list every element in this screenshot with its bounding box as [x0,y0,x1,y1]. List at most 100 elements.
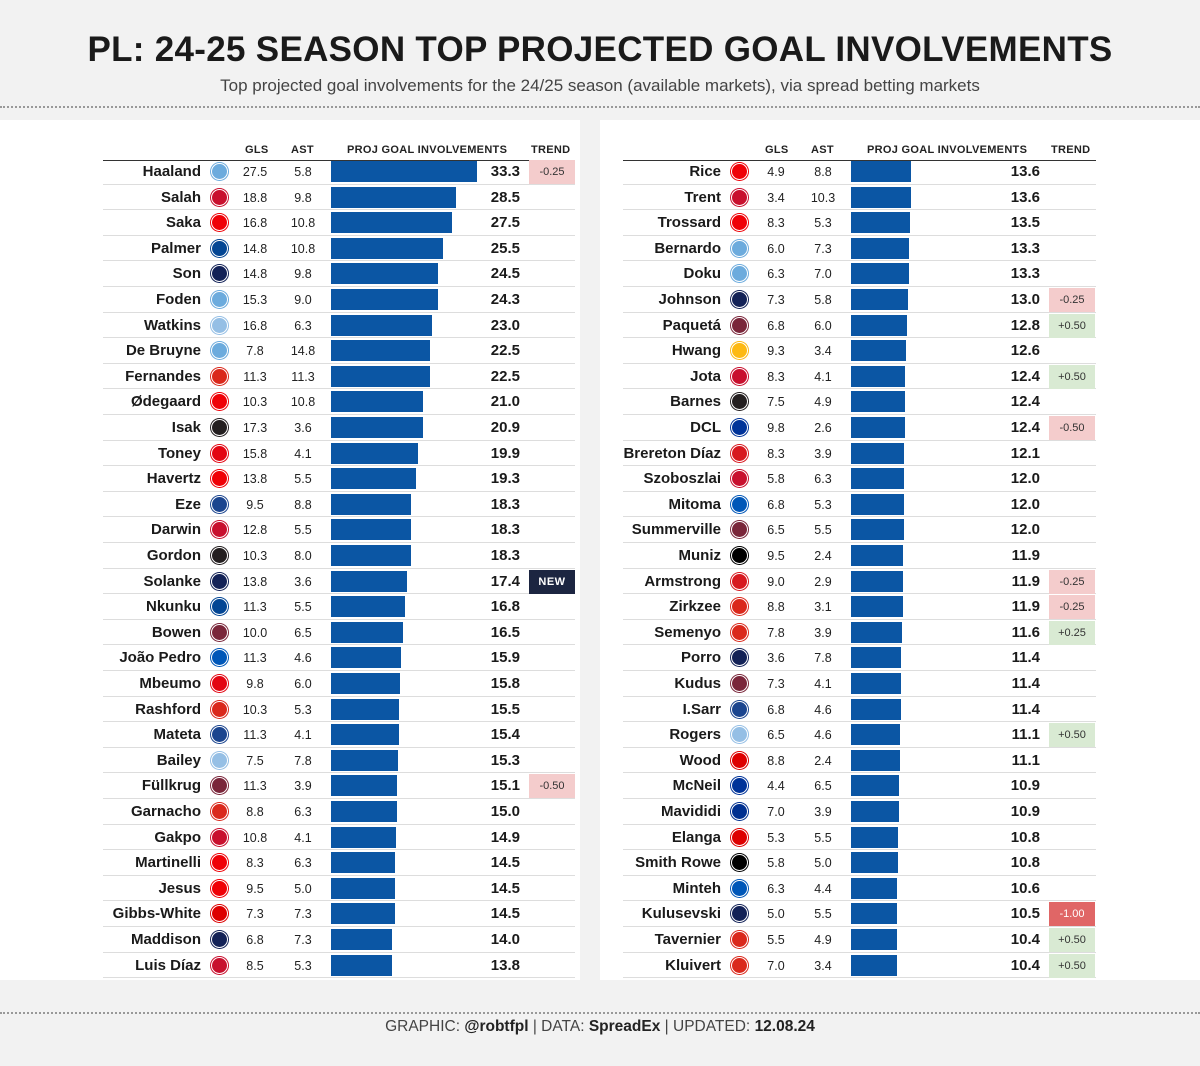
assists-value: 5.5 [294,600,312,615]
player-name: Hwang [671,342,721,360]
table-row: Solanke 13.8 3.6 17.4 NEW [0,569,580,595]
table-row: Watkins 16.8 6.3 23.0 [0,313,580,339]
row-divider [623,644,1096,646]
table-row: DCL 9.8 2.6 12.4 -0.50 [600,415,1200,441]
proj-value-label: 14.5 [490,854,520,872]
player-name: Son [172,265,201,283]
player-name: Mbeumo [139,675,201,692]
row-divider [103,285,575,287]
proj-bar [851,903,898,925]
row-divider [103,183,575,185]
club-crest-icon [731,956,748,974]
club-crest-icon [731,828,748,846]
row-divider [623,567,1096,569]
club-crest-icon [211,393,228,411]
table-row: Garnacho 8.8 6.3 15.0 [0,799,580,825]
goals-value: 13.8 [242,574,268,589]
proj-value-label: 11.9 [1011,598,1040,616]
table-row: Elanga 5.3 5.5 10.8 [600,825,1200,851]
row-divider [623,337,1096,339]
row-divider [623,618,1096,620]
assists-value: 10.8 [290,241,316,256]
club-crest-icon [731,854,748,872]
proj-bar [331,954,392,976]
table-row: Ødegaard 10.3 10.8 21.0 [0,389,580,415]
trend-badge: -1.00 [1049,902,1095,927]
row-divider [103,311,575,313]
goals-value: 6.8 [767,318,785,333]
header-rule [103,160,575,161]
assists-value: 9.0 [294,293,312,307]
club-crest-icon [731,905,748,923]
row-divider [103,695,575,697]
assists-value: 6.3 [294,318,312,333]
trend-badge: +0.50 [1049,313,1095,338]
proj-value-label: 10.8 [1010,828,1040,846]
player-name: Palmer [150,239,201,257]
table-row: Bernardo 6.0 7.3 13.3 [600,236,1200,262]
goals-value: 8.3 [767,369,785,384]
table-row: Muniz 9.5 2.4 11.9 [600,543,1200,569]
goals-value: 6.8 [767,702,785,717]
club-crest-icon [211,649,228,667]
player-name: Luis Díaz [135,956,201,974]
club-crest-icon [731,163,748,180]
proj-value-label: 12.4 [1010,367,1040,385]
col-header-ast: AST [811,144,834,156]
proj-bar [851,698,901,720]
table-row: McNeil 4.4 6.5 10.9 [600,773,1200,799]
club-crest-icon [731,675,748,692]
row-divider [103,874,575,876]
row-divider [623,849,1096,851]
goals-value: 11.3 [243,651,267,666]
trend-badge: +0.50 [1049,723,1095,748]
assists-value: 8.0 [294,549,312,563]
proj-bar [331,749,399,771]
club-crest-icon [211,598,228,616]
player-name: McNeil [672,777,721,795]
goals-value: 7.0 [767,958,785,973]
table-row: Minteh 6.3 4.4 10.6 [600,876,1200,902]
proj-bar [331,237,443,259]
assists-value: 6.5 [814,779,832,794]
proj-bar [851,647,901,669]
footer-data-label: DATA: [541,1018,585,1035]
table-row: Rice 4.9 8.8 13.6 [600,159,1200,185]
proj-bar [331,877,395,899]
assists-value: 5.5 [814,830,832,845]
row-divider [103,823,575,825]
club-crest-icon [211,188,228,206]
proj-value-label: 12.0 [1010,470,1040,488]
proj-value-label: 20.9 [490,419,520,436]
club-crest-icon [211,675,228,692]
row-divider [103,746,575,748]
player-name: Mavididi [660,803,721,820]
goals-value: 16.8 [242,216,268,231]
table-row: Palmer 14.8 10.8 25.5 [0,236,580,262]
row-divider [623,311,1096,313]
proj-bar [851,417,906,438]
goals-value: 11.3 [243,728,267,743]
club-crest-icon [731,879,748,897]
table-row: Fernandes 11.3 11.3 22.5 [0,364,580,390]
row-divider [623,234,1096,236]
player-name: Kudus [674,675,721,692]
row-divider [623,721,1096,723]
table-row: Toney 15.8 4.1 19.9 [0,441,580,467]
proj-value-label: 14.5 [490,879,520,897]
table-row: Kulusevski 5.0 5.5 10.5 -1.00 [600,901,1200,927]
assists-value: 6.0 [814,318,832,333]
right-table-panel: GLS AST PROJ GOAL INVOLVEMENTS TREND Ric… [600,120,1200,980]
goals-value: 11.3 [243,779,267,794]
table-row: Luis Díaz 8.5 5.3 13.8 [0,953,580,979]
club-crest-icon [211,163,228,180]
club-crest-icon [731,419,748,436]
proj-bar [851,570,904,592]
assists-value: 7.0 [814,267,832,282]
trend-badge: -0.25 [529,160,575,184]
player-name: Trossard [657,214,721,232]
row-divider [623,593,1096,595]
assists-value: 9.8 [294,190,312,205]
club-crest-icon [731,239,748,257]
row-divider [623,695,1096,697]
